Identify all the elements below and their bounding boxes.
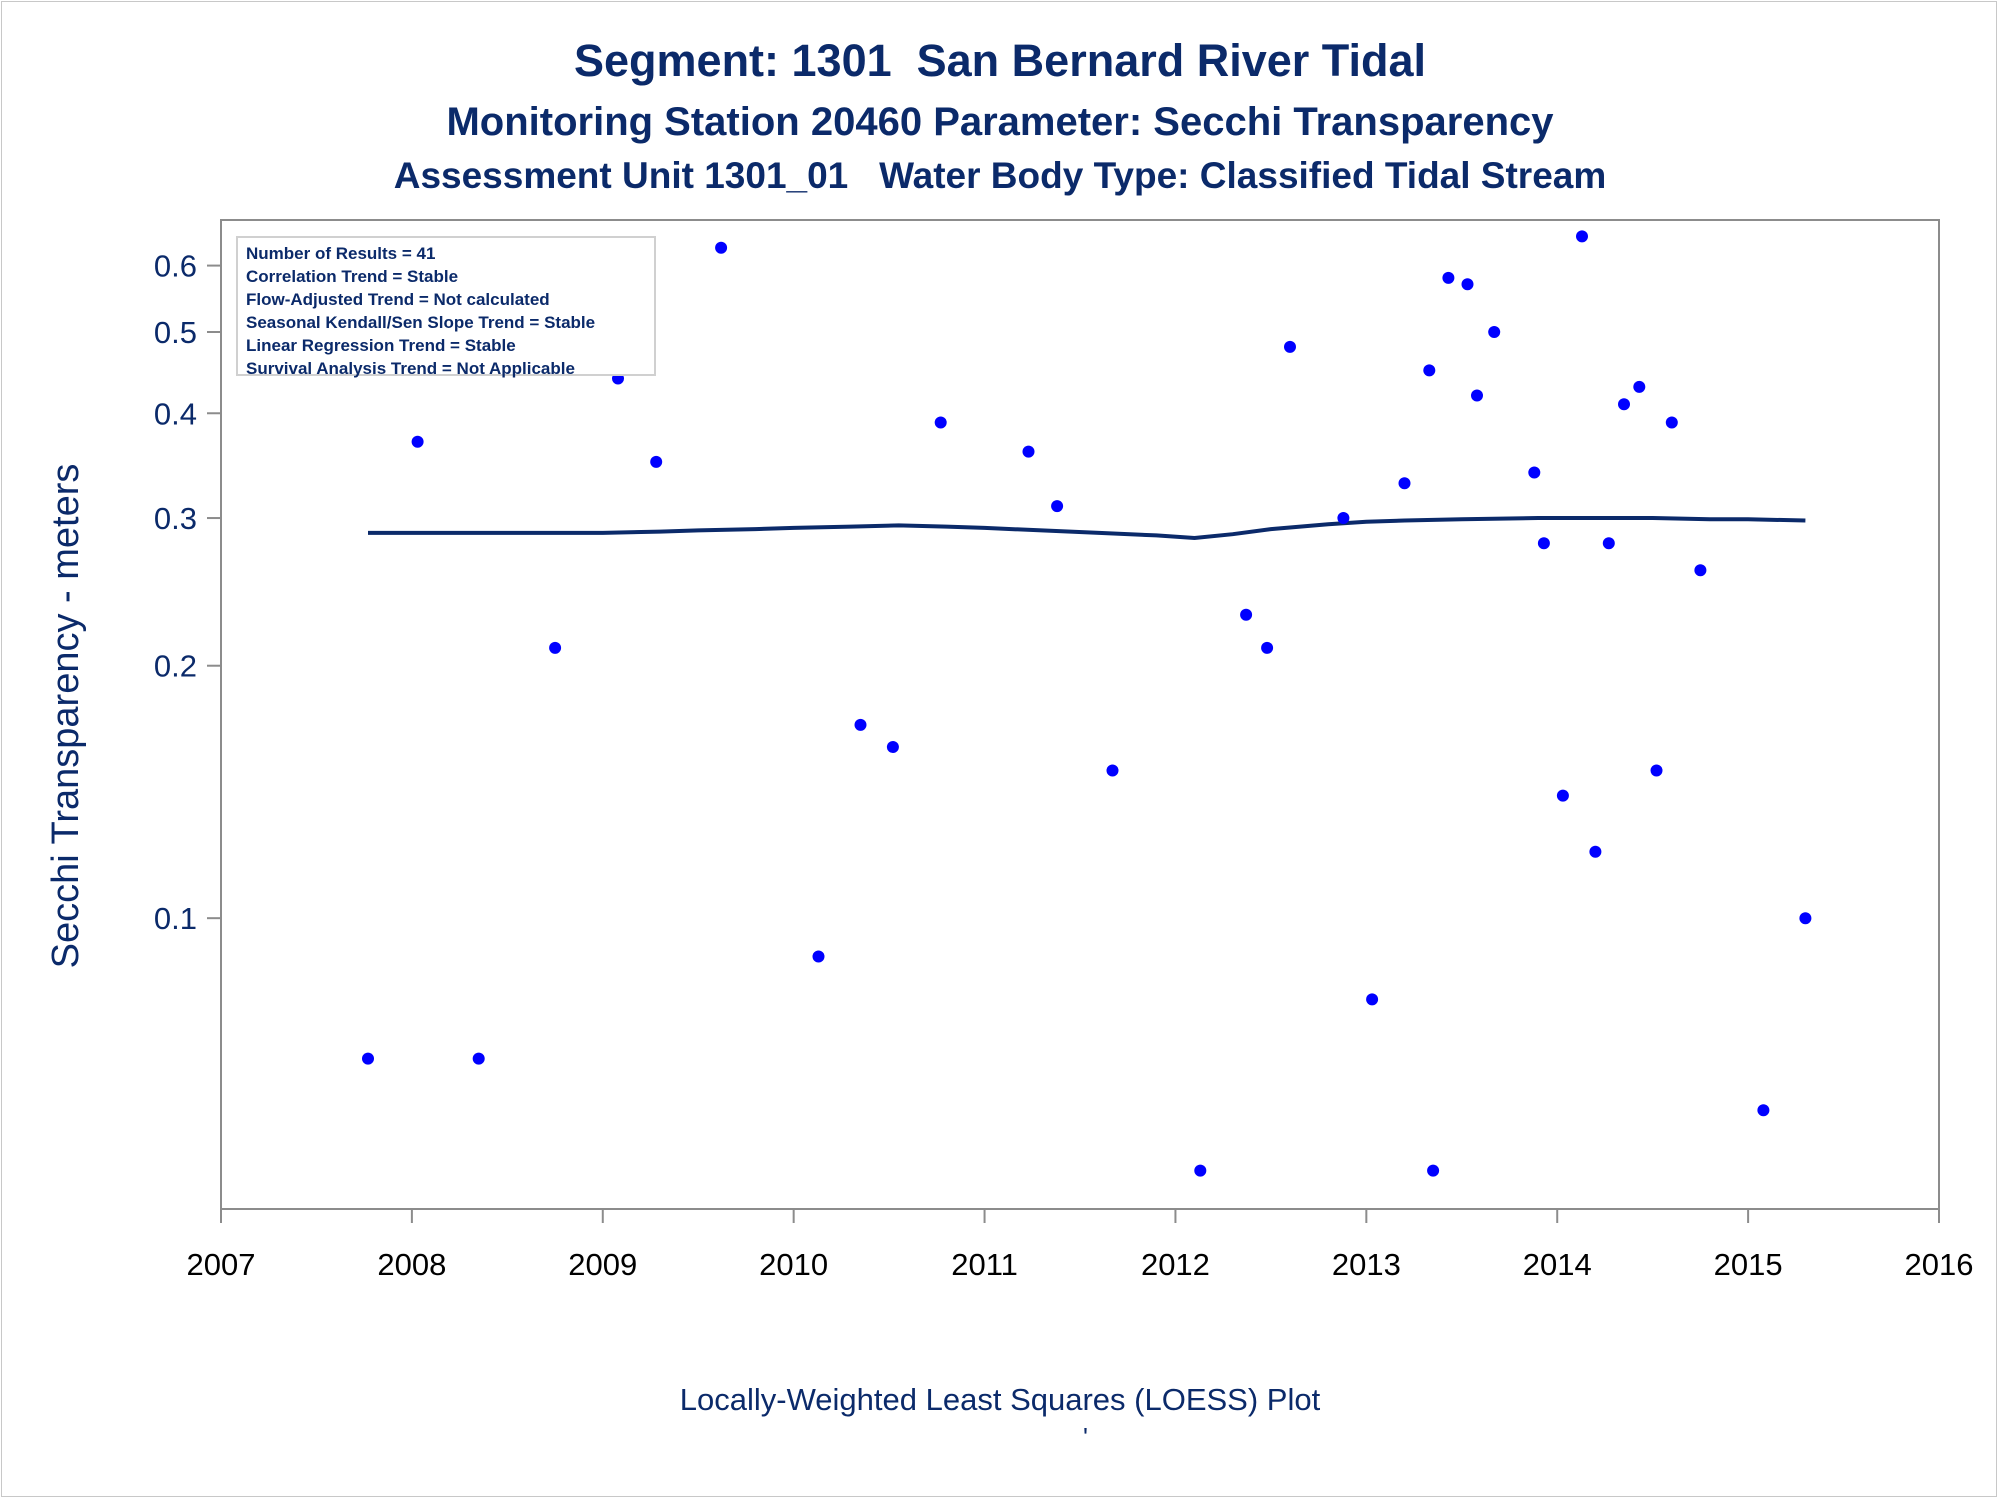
stat-line: Flow-Adjusted Trend = Not calculated — [246, 290, 550, 309]
data-point — [1106, 764, 1119, 777]
data-point — [1528, 466, 1541, 479]
data-point — [1398, 477, 1411, 490]
x-tick-label: 2007 — [187, 1247, 256, 1282]
data-point — [1442, 271, 1455, 284]
loess-line — [368, 516, 1806, 541]
footnote: Locally-Weighted Least Squares (LOESS) P… — [679, 1382, 1321, 1417]
data-point — [1337, 512, 1350, 524]
data-point — [549, 641, 562, 654]
stat-line: Seasonal Kendall/Sen Slope Trend = Stabl… — [246, 313, 596, 332]
data-point — [1423, 364, 1436, 377]
footnote-mark: ' — [1083, 1422, 1088, 1452]
stat-line: Linear Regression Trend = Stable — [246, 336, 516, 355]
x-tick-label: 2008 — [377, 1247, 446, 1282]
data-point — [1461, 278, 1474, 291]
data-point — [812, 950, 825, 963]
data-point — [886, 741, 899, 753]
chart-subtitle-2: Assessment Unit 1301_01 Water Body Type:… — [393, 155, 1607, 196]
data-point — [1427, 1164, 1440, 1177]
y-axis: 0.1 0.2 0.3 0.4 0.5 0.6 — [154, 249, 221, 936]
x-tick-label: 2012 — [1141, 1247, 1210, 1282]
x-tick-label: 2010 — [759, 1247, 828, 1282]
y-tick-label: 0.6 — [154, 249, 197, 284]
data-point — [1633, 380, 1646, 393]
y-tick-label: 0.3 — [154, 501, 197, 536]
chart-subtitle: Monitoring Station 20460 Parameter: Secc… — [446, 100, 1554, 144]
data-point — [1589, 845, 1602, 858]
data-point — [1576, 230, 1588, 243]
stat-line: Survival Analysis Trend = Not Applicable — [246, 359, 575, 378]
y-tick-label: 0.4 — [154, 396, 197, 431]
data-point — [1051, 500, 1064, 513]
x-tick-label: 2015 — [1714, 1247, 1783, 1282]
chart-title: Segment: 1301 San Bernard River Tidal — [574, 35, 1426, 86]
data-point — [362, 1052, 374, 1065]
x-tick-label: 2009 — [568, 1247, 637, 1282]
y-tick-label: 0.2 — [154, 649, 197, 684]
data-point — [854, 718, 867, 731]
data-point — [1194, 1164, 1207, 1177]
y-tick-label: 0.1 — [154, 901, 197, 936]
data-point — [1366, 993, 1379, 1006]
data-point — [715, 241, 728, 254]
data-point — [934, 416, 947, 429]
data-points — [362, 230, 1812, 1177]
data-point — [1556, 789, 1569, 802]
plot-area — [220, 219, 1940, 1210]
x-tick-label: 2014 — [1523, 1247, 1592, 1282]
trend-stats-box: Number of Results = 41 Correlation Trend… — [236, 236, 656, 378]
y-tick-label: 0.5 — [154, 315, 197, 350]
data-point — [1261, 641, 1274, 654]
data-point — [1602, 537, 1615, 550]
data-point — [1022, 445, 1035, 458]
data-point — [1799, 912, 1812, 925]
stat-line: Number of Results = 41 — [246, 244, 436, 263]
data-point — [1665, 416, 1678, 429]
y-axis-label: Secchi Transparency - meters — [45, 464, 87, 969]
data-point — [472, 1052, 485, 1065]
data-point — [650, 455, 663, 468]
data-point — [1240, 608, 1253, 621]
data-point — [1488, 326, 1501, 338]
x-tick-label: 2013 — [1332, 1247, 1401, 1282]
data-point — [1537, 537, 1550, 550]
data-point — [1650, 764, 1663, 777]
data-point — [1694, 564, 1707, 577]
data-point — [1618, 398, 1630, 411]
x-tick-label: 2011 — [951, 1247, 1018, 1282]
data-point — [1757, 1104, 1770, 1117]
x-axis: 2007 2008 2009 2010 2011 2012 2013 2014 2015 2016 — [187, 1209, 1974, 1282]
x-tick-label: 2016 — [1905, 1247, 1974, 1282]
data-point — [1471, 389, 1483, 402]
data-point — [1284, 340, 1296, 353]
data-point — [411, 435, 424, 448]
stat-line: Correlation Trend = Stable — [246, 267, 459, 286]
